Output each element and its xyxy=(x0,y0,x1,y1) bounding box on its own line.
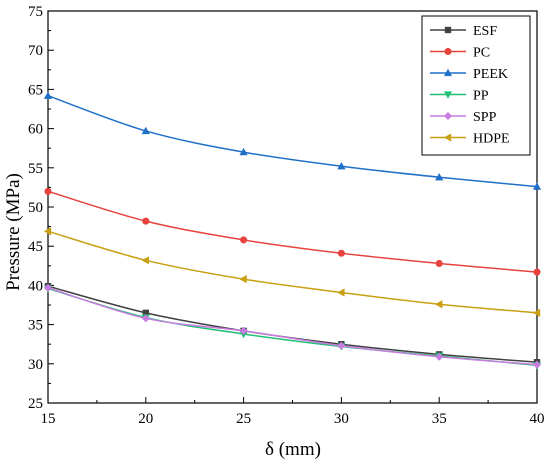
data-point xyxy=(434,300,443,309)
x-axis: 15 20 25 30 35 40 xyxy=(41,397,545,427)
legend-label: PEEK xyxy=(473,67,508,82)
data-point xyxy=(337,249,345,257)
legend-label: PP xyxy=(473,89,489,104)
legend-label: SPP xyxy=(473,110,497,125)
legend-marker xyxy=(443,133,452,142)
y-tick-label: 50 xyxy=(28,200,43,216)
data-point xyxy=(44,187,52,195)
series-line xyxy=(47,287,538,367)
y-tick-label: 60 xyxy=(28,122,43,138)
legend-item: PC xyxy=(430,46,490,61)
data-point xyxy=(239,326,248,335)
y-tick-label: 70 xyxy=(28,43,43,59)
data-point xyxy=(239,275,247,284)
series-line xyxy=(47,287,538,366)
legend-item: SPP xyxy=(430,110,497,125)
data-point xyxy=(435,352,444,361)
data-point xyxy=(141,126,150,135)
series-line xyxy=(47,94,538,188)
legend-box xyxy=(421,15,531,156)
legend-item: ESF xyxy=(430,24,497,39)
x-axis-title: δ (mm) xyxy=(265,439,321,460)
series-layer xyxy=(43,91,542,370)
y-tick-label: 30 xyxy=(28,357,43,373)
data-point xyxy=(337,162,346,170)
y-tick-label: 35 xyxy=(28,318,43,334)
series-peek xyxy=(43,91,542,190)
legend-label: ESF xyxy=(473,24,497,39)
data-point xyxy=(43,283,53,292)
data-point xyxy=(240,236,248,244)
series-hdpe xyxy=(43,227,541,317)
data-point xyxy=(141,256,149,265)
y-axis: 25 30 35 40 45 50 55 60 65 70 75 xyxy=(28,4,54,412)
series-esf xyxy=(44,283,541,366)
data-point xyxy=(533,268,541,276)
legend: ESF PC PEEK PP SPP HDPE xyxy=(421,15,531,156)
data-point xyxy=(435,259,443,267)
legend-item: PP xyxy=(430,89,489,104)
x-tick-label: 30 xyxy=(334,411,349,427)
legend-marker xyxy=(444,26,452,34)
data-point xyxy=(43,227,52,236)
y-tick-label: 55 xyxy=(28,161,43,177)
data-point xyxy=(532,360,542,369)
legend-marker xyxy=(443,91,453,99)
y-tick-label: 25 xyxy=(28,396,43,412)
data-point xyxy=(43,91,53,99)
series-pc xyxy=(44,187,541,276)
legend-marker xyxy=(443,111,453,121)
data-point xyxy=(435,172,444,181)
data-point xyxy=(532,182,542,190)
data-point xyxy=(337,288,345,297)
legend-label: HDPE xyxy=(473,132,510,147)
x-tick-label: 40 xyxy=(530,411,545,427)
series-spp xyxy=(43,283,542,369)
x-tick-label: 35 xyxy=(432,411,447,427)
legend-item: HDPE xyxy=(430,132,510,147)
y-tick-label: 65 xyxy=(28,82,43,98)
data-point xyxy=(142,217,150,225)
data-point xyxy=(141,314,150,323)
y-tick-label: 75 xyxy=(28,4,43,20)
legend-marker xyxy=(444,47,452,56)
data-point xyxy=(532,308,541,317)
data-point xyxy=(239,147,248,156)
legend-item: PEEK xyxy=(430,67,508,82)
series-line xyxy=(47,190,538,273)
x-tick-label: 15 xyxy=(41,411,56,427)
series-line xyxy=(47,285,538,363)
x-tick-label: 20 xyxy=(138,411,153,427)
legend-label: PC xyxy=(473,46,490,61)
x-tick-label: 25 xyxy=(236,411,251,427)
y-axis-title: Pressure (MPa) xyxy=(3,173,24,291)
y-tick-label: 40 xyxy=(28,278,43,294)
legend-marker xyxy=(443,68,453,77)
y-tick-label: 45 xyxy=(28,239,43,255)
data-point xyxy=(337,341,346,350)
series-line xyxy=(47,230,538,314)
